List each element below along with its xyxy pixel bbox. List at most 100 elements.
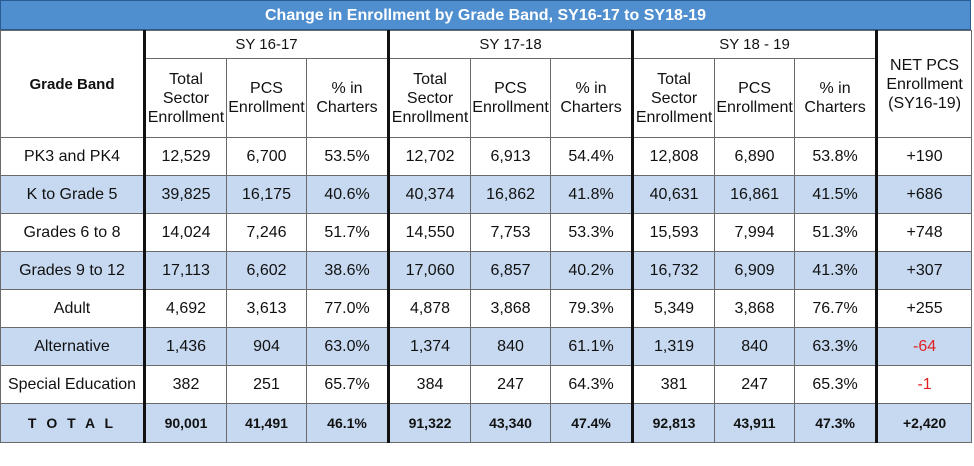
period-header: SY 17-18 (387, 30, 634, 59)
table-cell: 40,374 (387, 175, 472, 214)
table-cell: 39,825 (143, 175, 227, 214)
table-cell: 3,868 (714, 289, 796, 328)
table-cell: 7,753 (470, 213, 552, 252)
table-cell: 65.7% (305, 365, 390, 404)
table-cell: 12,702 (387, 137, 472, 176)
table-cell: 840 (714, 327, 796, 366)
table-cell: 63.3% (794, 327, 878, 366)
table-row: K to Grade 5 39,825 16,175 40.6% 40,374 16,86… (0, 175, 973, 214)
table-cell: 16,732 (631, 251, 716, 290)
table-cell: 61.1% (550, 327, 634, 366)
table-cell: 14,024 (143, 213, 227, 252)
net-cell: +307 (875, 251, 973, 290)
table-cell: 40,631 (631, 175, 716, 214)
table-cell: 904 (226, 327, 307, 366)
table-cell: 382 (143, 365, 227, 404)
table-cell: 251 (226, 365, 307, 404)
table-cell: 6,857 (470, 251, 552, 290)
column-header: Total Sector Enrollment (387, 58, 472, 138)
period-header: SY 16-17 (142, 30, 390, 59)
table-cell: 17,060 (387, 251, 472, 290)
table-cell: 1,319 (631, 327, 716, 366)
total-cell: 41,491 (226, 403, 307, 443)
table-cell: 41.3% (794, 251, 878, 290)
net-cell: +255 (875, 289, 973, 328)
total-cell: 43,911 (714, 403, 796, 443)
table-cell: 6,700 (226, 137, 307, 176)
table-cell: 53.3% (550, 213, 634, 252)
table-cell: 247 (470, 365, 552, 404)
table-cell: 76.7% (794, 289, 878, 328)
table-cell: 51.7% (305, 213, 390, 252)
row-label: Grades 6 to 8 (0, 213, 145, 252)
column-header: PCS Enrollment (226, 58, 307, 138)
total-cell: 43,340 (470, 403, 552, 443)
table-cell: 6,602 (226, 251, 307, 290)
table-cell: 16,862 (470, 175, 552, 214)
row-label: K to Grade 5 (0, 175, 145, 214)
total-cell: 90,001 (143, 403, 227, 443)
total-cell: 46.1% (305, 403, 390, 443)
total-cell: 47.3% (794, 403, 878, 443)
table-cell: 38.6% (305, 251, 390, 290)
table-cell: 6,909 (714, 251, 796, 290)
table-cell: 5,349 (631, 289, 716, 328)
table-cell: 1,374 (387, 327, 472, 366)
table-cell: 40.2% (550, 251, 634, 290)
total-cell: 47.4% (550, 403, 634, 443)
net-cell: -1 (875, 365, 973, 404)
table-cell: 65.3% (794, 365, 878, 404)
total-row: T O T A L 90,001 41,491 46.1% 91,322 43,340 47… (0, 403, 973, 443)
table-cell: 17,113 (143, 251, 227, 290)
table-cell: 4,692 (143, 289, 227, 328)
column-header: % in Charters (794, 58, 878, 138)
net-cell: +748 (875, 213, 973, 252)
table-cell: 1,436 (143, 327, 227, 366)
table-cell: 4,878 (387, 289, 472, 328)
table-cell: 12,808 (631, 137, 716, 176)
column-header: % in Charters (550, 58, 634, 138)
net-cell: +686 (875, 175, 973, 214)
table-row: Grades 6 to 8 14,024 7,246 51.7% 14,550 7,753… (0, 213, 973, 252)
total-net-cell: +2,420 (875, 403, 973, 443)
table-row: Grades 9 to 12 17,113 6,602 38.6% 17,060 6,85… (0, 251, 973, 290)
table-cell: 15,593 (631, 213, 716, 252)
table-cell: 40.6% (305, 175, 390, 214)
table-title: Change in Enrollment by Grade Band, SY16… (0, 0, 971, 30)
table-cell: 64.3% (550, 365, 634, 404)
table-cell: 7,246 (226, 213, 307, 252)
period-header: SY 18 - 19 (631, 30, 878, 59)
net-cell: +190 (875, 137, 973, 176)
table-cell: 6,890 (714, 137, 796, 176)
table-cell: 77.0% (305, 289, 390, 328)
table-cell: 16,861 (714, 175, 796, 214)
column-header: PCS Enrollment (470, 58, 552, 138)
row-label: Alternative (0, 327, 145, 366)
table-row: PK3 and PK4 12,529 6,700 53.5% 12,702 6,913 54… (0, 137, 973, 176)
table-cell: 54.4% (550, 137, 634, 176)
row-label: PK3 and PK4 (0, 137, 145, 176)
table-row: Alternative 1,436 904 63.0% 1,374 840 61.1% 1,3… (0, 327, 973, 366)
table-cell: 247 (714, 365, 796, 404)
table-cell: 63.0% (305, 327, 390, 366)
table-cell: 14,550 (387, 213, 472, 252)
total-cell: 91,322 (387, 403, 472, 443)
table-cell: 51.3% (794, 213, 878, 252)
table-cell: 53.5% (305, 137, 390, 176)
column-header: Total Sector Enrollment (143, 58, 227, 138)
net-cell: -64 (875, 327, 973, 366)
net-header: NET PCS Enrollment (SY16-19) (875, 30, 973, 138)
table-cell: 6,913 (470, 137, 552, 176)
table-row: Adult 4,692 3,613 77.0% 4,878 3,868 79.3% 5,349… (0, 289, 973, 328)
table-row: Special Education 382 251 65.7% 384 247 64.3% 3… (0, 365, 973, 404)
row-label: Adult (0, 289, 145, 328)
table-cell: 41.5% (794, 175, 878, 214)
column-header: % in Charters (305, 58, 390, 138)
table-cell: 7,994 (714, 213, 796, 252)
table-cell: 12,529 (143, 137, 227, 176)
table-cell: 41.8% (550, 175, 634, 214)
table-cell: 384 (387, 365, 472, 404)
table-cell: 840 (470, 327, 552, 366)
table-cell: 53.8% (794, 137, 878, 176)
